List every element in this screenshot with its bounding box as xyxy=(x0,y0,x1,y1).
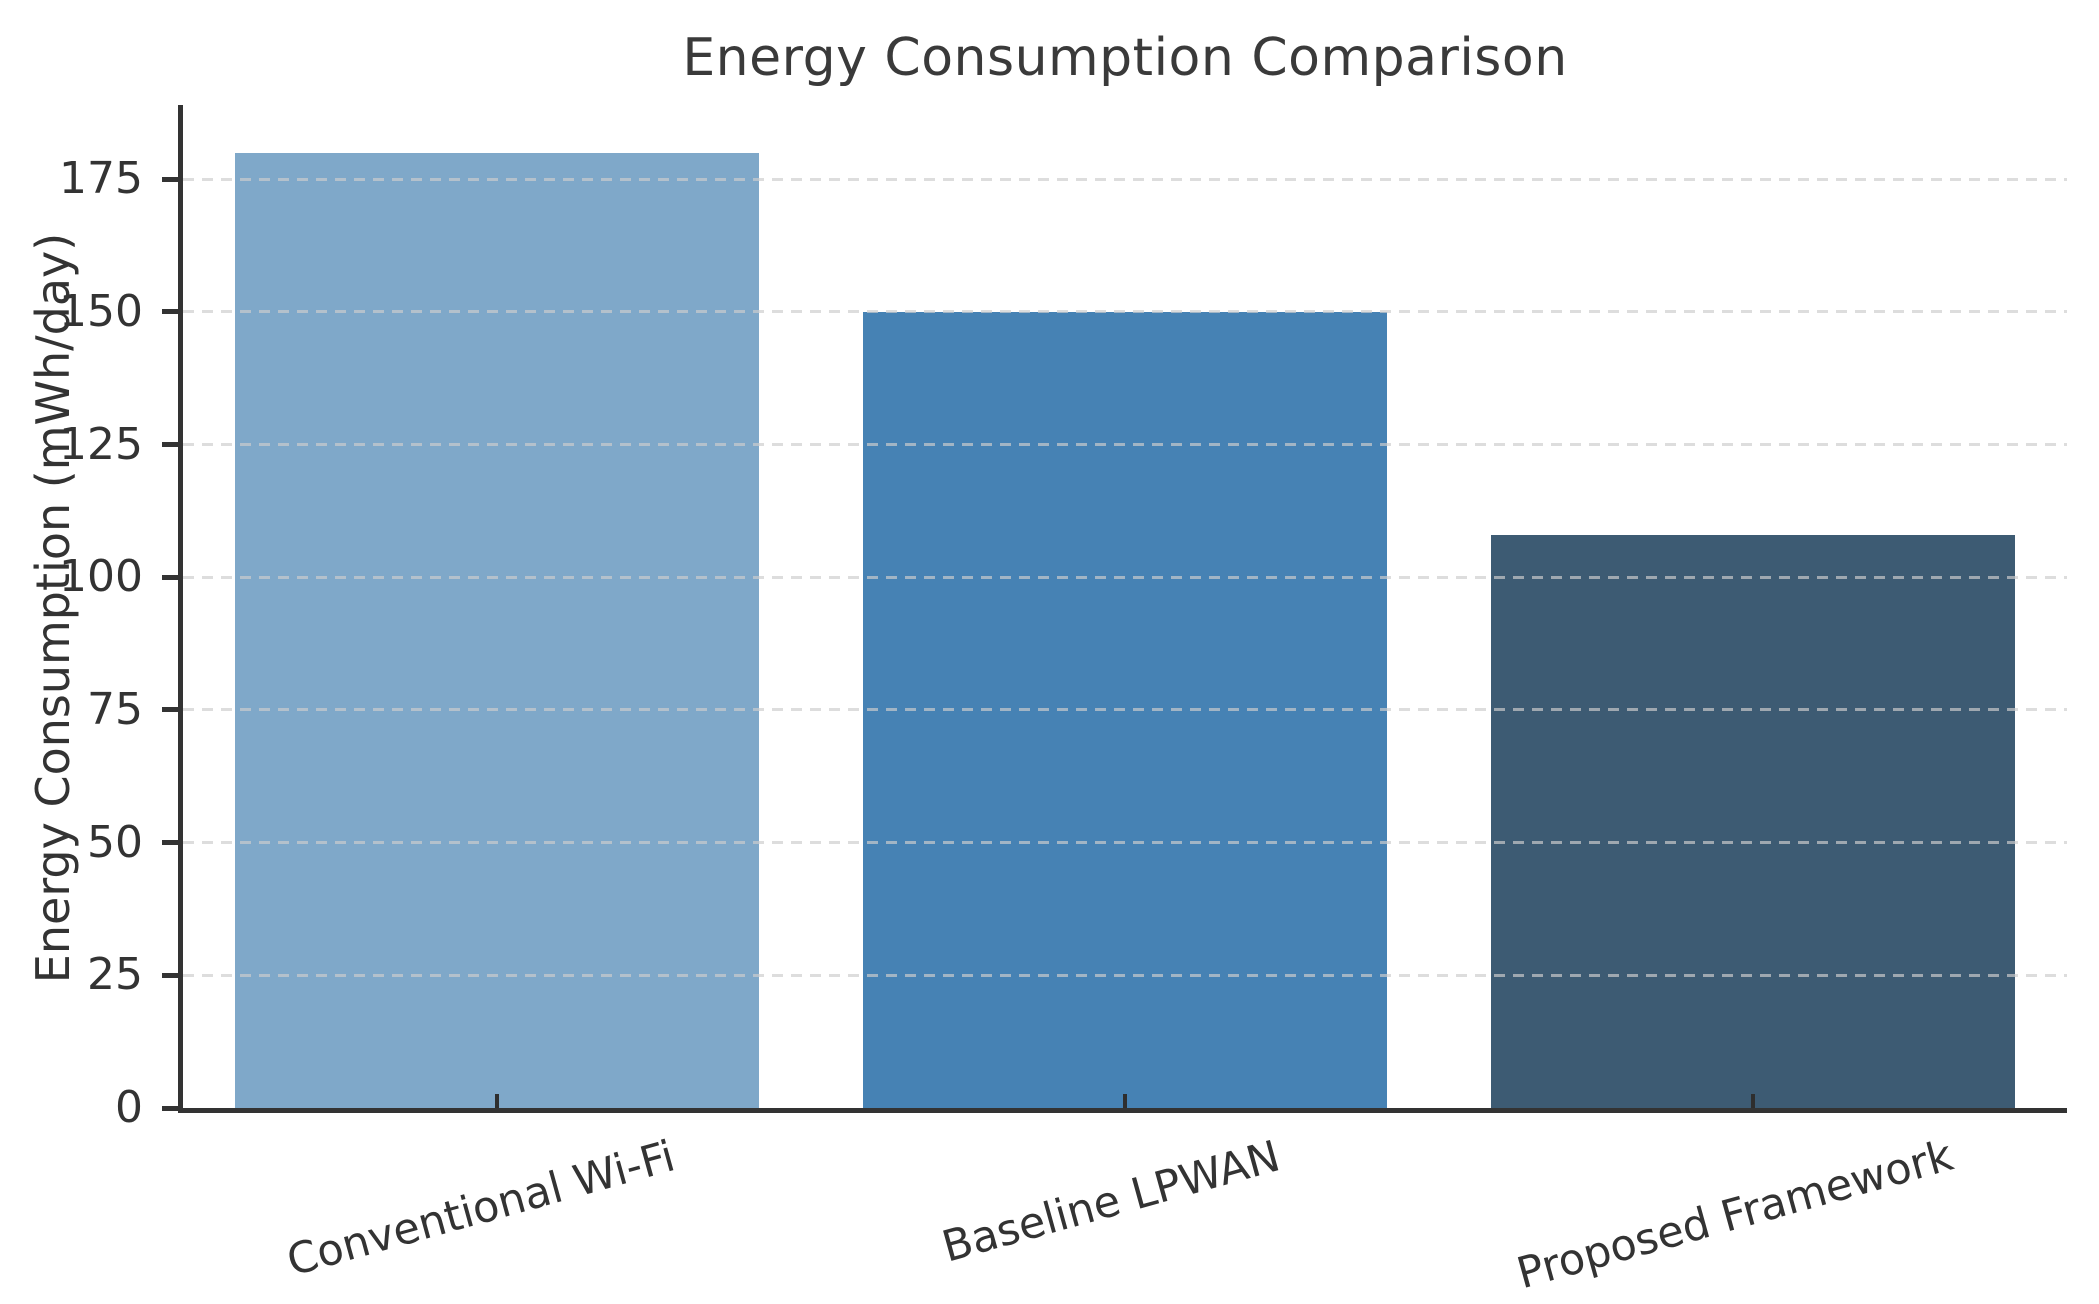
bar-conventional-wi-fi xyxy=(234,152,760,1108)
plot-area: 0 25 50 75 100 125 150 175 xyxy=(59,105,2067,1133)
gridline-y-100 xyxy=(183,575,2067,579)
y-tick-label: 50 xyxy=(87,816,143,868)
gridline-y-50 xyxy=(183,841,2067,845)
x-tick-1 xyxy=(1123,1094,1127,1108)
y-tick-label: 100 xyxy=(59,551,143,603)
y-tick-75 xyxy=(162,707,178,713)
gridline-y-25 xyxy=(183,973,2067,977)
x-axis-spine xyxy=(178,1108,2067,1113)
y-tick-label: 125 xyxy=(59,418,143,470)
y-tick-label: 150 xyxy=(59,285,143,337)
y-tick-label: 175 xyxy=(59,153,143,205)
gridline-y-150 xyxy=(183,310,2067,314)
y-axis-label: Energy Consumption (mWh/day) xyxy=(26,232,80,984)
gridline-y-125 xyxy=(183,443,2067,447)
x-tick-label: Proposed Framework xyxy=(1511,1130,1959,1300)
y-axis-spine xyxy=(178,105,183,1113)
gridline-y-175 xyxy=(183,177,2067,181)
y-tick-label: 75 xyxy=(87,683,143,735)
y-tick-175 xyxy=(162,176,178,182)
y-tick-50 xyxy=(162,840,178,846)
y-tick-label: 25 xyxy=(87,949,143,1001)
y-tick-150 xyxy=(162,309,178,315)
x-tick-0 xyxy=(495,1094,499,1108)
y-tick-label: 0 xyxy=(115,1082,143,1133)
y-tick-100 xyxy=(162,574,178,580)
gridline-y-75 xyxy=(183,708,2067,712)
bar-proposed-framework xyxy=(1490,534,2016,1108)
y-tick-0 xyxy=(162,1105,178,1111)
x-tick-label: Conventional Wi-Fi xyxy=(281,1131,681,1287)
chart-title: Energy Consumption Comparison xyxy=(682,28,1568,88)
y-tick-25 xyxy=(162,972,178,978)
x-tick-label: Baseline LPWAN xyxy=(936,1131,1286,1273)
y-tick-125 xyxy=(162,442,178,448)
x-tick-2 xyxy=(1751,1094,1755,1108)
